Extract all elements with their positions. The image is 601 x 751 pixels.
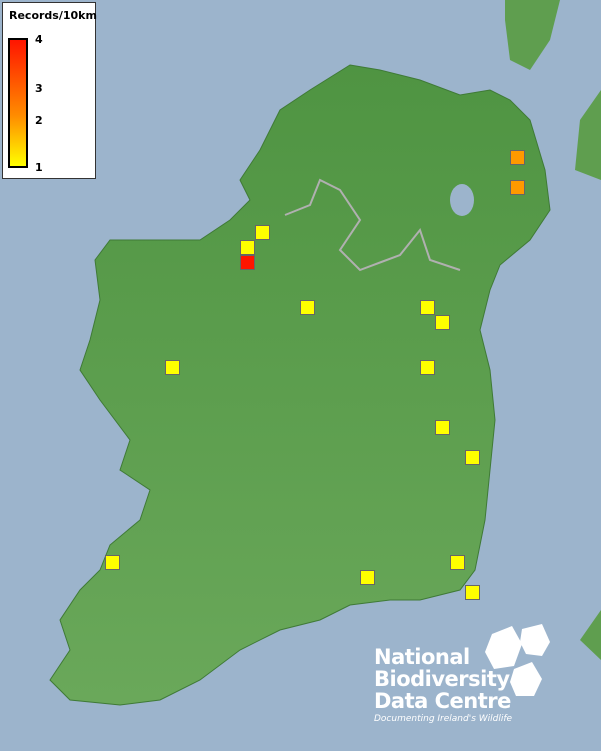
legend: Records/10km 4 3 2 1 <box>2 2 97 179</box>
record-square <box>510 150 525 165</box>
logo-tagline: Documenting Ireland's Wildlife <box>374 714 513 724</box>
record-square <box>450 555 465 570</box>
legend-tick-4: 4 <box>35 33 43 46</box>
legend-tick-2: 2 <box>35 114 43 127</box>
ireland-outline <box>49 64 551 706</box>
record-square <box>420 300 435 315</box>
record-square <box>435 315 450 330</box>
record-square <box>465 585 480 600</box>
legend-tick-1: 1 <box>35 161 43 174</box>
record-square <box>255 225 270 240</box>
logo-hexagons-icon <box>485 624 550 696</box>
logo-line1: National <box>374 645 470 669</box>
record-square <box>240 255 255 270</box>
record-square <box>105 555 120 570</box>
scotland-kintyre <box>505 0 560 70</box>
record-square <box>300 300 315 315</box>
record-square <box>510 180 525 195</box>
logo-line2: Biodiversity <box>374 667 510 691</box>
record-square <box>240 240 255 255</box>
legend-title: Records/10km <box>9 9 97 22</box>
record-square <box>360 570 375 585</box>
logo-line3: Data Centre <box>374 689 511 713</box>
scotland-coast <box>575 90 601 660</box>
record-square <box>435 420 450 435</box>
lough-neagh <box>450 184 474 216</box>
record-square <box>420 360 435 375</box>
nbdc-logo: National Biodiversity Data Centre Docume… <box>374 624 550 724</box>
record-square <box>165 360 180 375</box>
legend-tick-3: 3 <box>35 82 43 95</box>
record-square <box>465 450 480 465</box>
border-line <box>284 178 461 272</box>
legend-color-ramp <box>8 38 28 168</box>
